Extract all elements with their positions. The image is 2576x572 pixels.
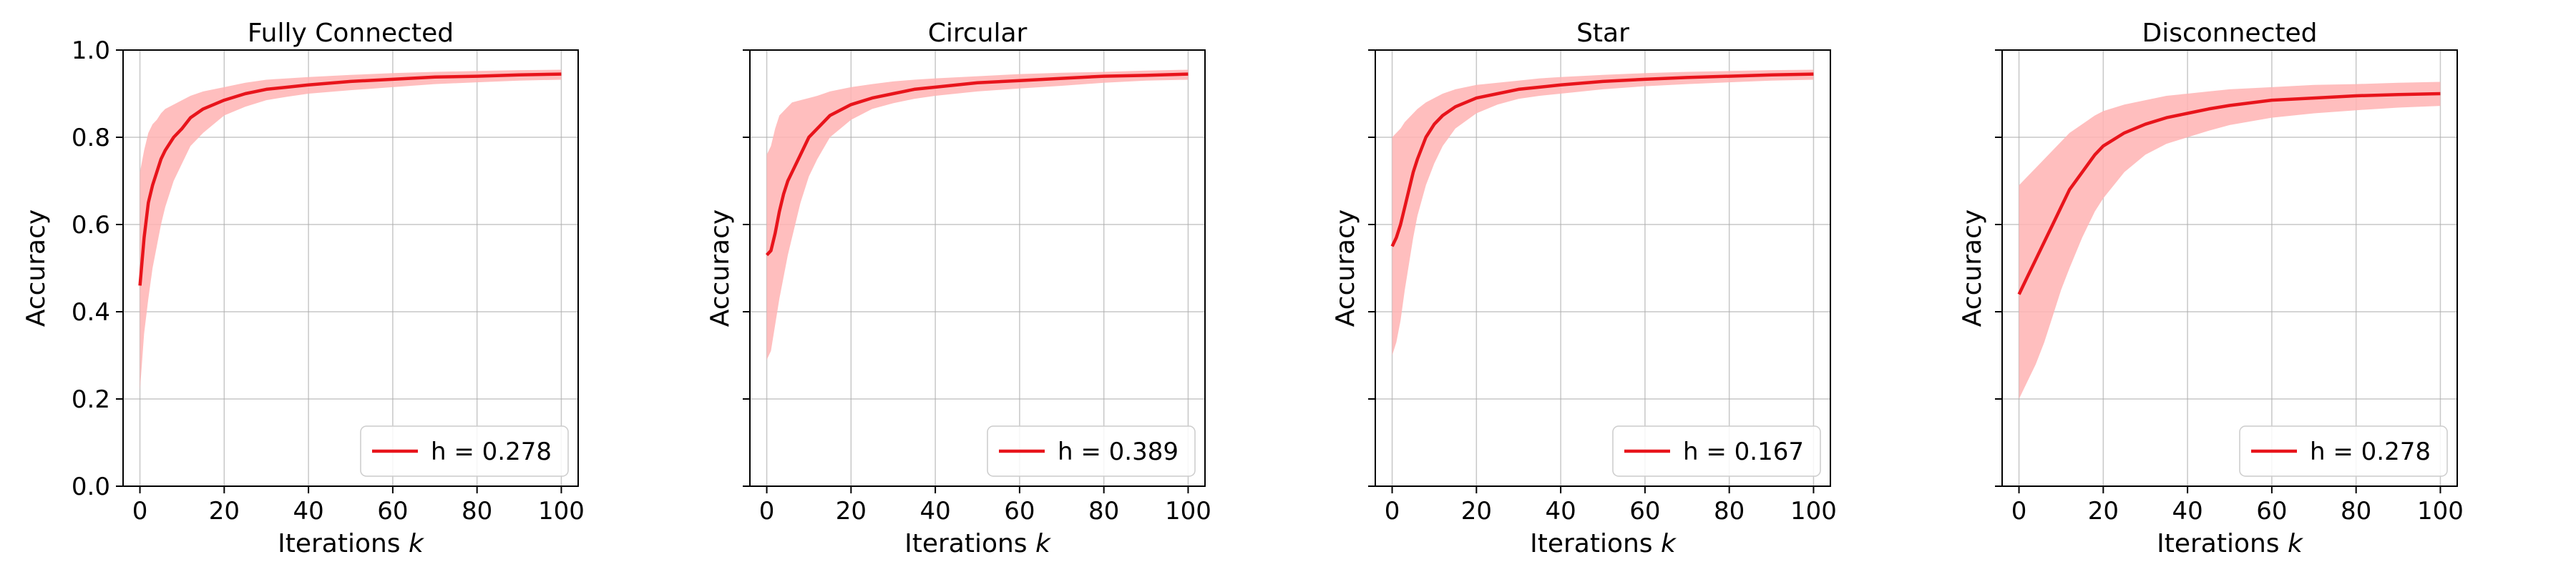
- x-tick-label: 100: [1165, 497, 1211, 526]
- y-axis-label: Accuracy: [706, 209, 735, 327]
- x-tick-label: 60: [1004, 497, 1035, 526]
- legend-box: [2239, 425, 2448, 477]
- x-axis-label: Iterations k: [278, 529, 425, 558]
- plot-frame: [1375, 49, 1831, 487]
- x-tick-label: 100: [1790, 497, 1837, 526]
- x-tick-label: 20: [209, 497, 240, 526]
- legend-label: h = 0.278: [431, 438, 552, 466]
- x-tick-label: 20: [836, 497, 867, 526]
- series-line: [138, 72, 562, 286]
- chart-panel-2: 0 20 40 60 80 100 Star Iterations k Accuracy h = …: [1331, 19, 1837, 558]
- x-tick-label: 60: [1629, 497, 1660, 526]
- y-tick-label: 0.6: [72, 211, 110, 240]
- legend-label: h = 0.167: [1683, 438, 1804, 466]
- x-tick-label: 80: [1088, 497, 1119, 526]
- confidence-band: [766, 69, 1189, 360]
- y-axis-label: Accuracy: [21, 209, 51, 327]
- legend-label: h = 0.389: [1058, 438, 1179, 466]
- x-tick-label: 40: [293, 497, 323, 526]
- x-axis-label: Iterations k: [1530, 529, 1677, 558]
- y-axis-label: Accuracy: [1331, 209, 1360, 327]
- x-tick-label: 20: [1461, 497, 1492, 526]
- chart-panel-0: 0 20 40 60 80 100 0.0 0.2 0.4 0.6 0.8 1.0 Fully Conn…: [21, 19, 585, 558]
- x-tick-label: 80: [462, 497, 492, 526]
- x-tick-label: 80: [1714, 497, 1745, 526]
- y-tick-label: 0.2: [72, 385, 110, 414]
- x-tick-label: 40: [1545, 497, 1576, 526]
- x-tick-label: 0: [2011, 497, 2027, 526]
- plot-frame: [122, 49, 579, 487]
- y-tick-label: 0.0: [72, 473, 110, 501]
- x-tick-label: 100: [538, 497, 585, 526]
- y-tick-label: 1.0: [72, 36, 110, 65]
- series-line: [1390, 72, 1814, 247]
- legend-label: h = 0.278: [2310, 438, 2431, 466]
- x-tick-label: 20: [2088, 497, 2119, 526]
- plot-frame: [2001, 49, 2458, 487]
- confidence-band: [2019, 82, 2441, 399]
- x-axis-label: Iterations k: [904, 529, 1052, 558]
- chart-title: Star: [1576, 19, 1629, 48]
- confidence-band: [1392, 69, 1814, 355]
- chart-title: Disconnected: [2142, 19, 2318, 48]
- x-tick-label: 0: [132, 497, 148, 526]
- x-tick-label: 100: [2417, 497, 2464, 526]
- x-tick-label: 40: [2172, 497, 2202, 526]
- legend-box: [987, 425, 1196, 477]
- legend-box: [360, 425, 569, 477]
- y-axis-label: Accuracy: [1958, 209, 1987, 327]
- series-line: [765, 72, 1189, 257]
- x-tick-label: 0: [759, 497, 775, 526]
- x-tick-label: 60: [2256, 497, 2287, 526]
- x-tick-label: 60: [377, 497, 408, 526]
- y-tick-label: 0.8: [72, 124, 110, 152]
- plot-frame: [749, 49, 1206, 487]
- chart-panel-3: 0 20 40 60 80 100 Disconnected Iterations k Accu…: [1958, 19, 2464, 558]
- series-line: [2017, 92, 2441, 295]
- x-axis-label: Iterations k: [2157, 529, 2304, 558]
- y-tick-label: 0.4: [72, 298, 110, 327]
- chart-title: Fully Connected: [248, 19, 454, 48]
- legend-box: [1612, 425, 1821, 477]
- chart-panel-1: 0 20 40 60 80 100 Circular Iterations k Accuracy…: [706, 19, 1211, 558]
- chart-title: Circular: [928, 19, 1028, 48]
- x-tick-label: 40: [919, 497, 950, 526]
- confidence-band: [140, 69, 562, 390]
- x-tick-label: 0: [1385, 497, 1400, 526]
- x-tick-label: 80: [2341, 497, 2371, 526]
